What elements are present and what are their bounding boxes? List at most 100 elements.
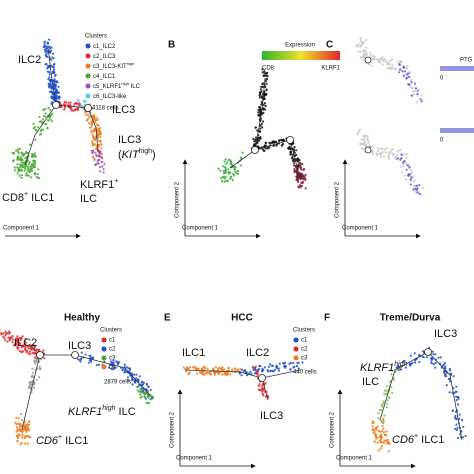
cell-dot	[250, 372, 253, 375]
cell-dot	[452, 375, 455, 378]
cell-dot	[29, 436, 32, 439]
cell-dot	[96, 136, 100, 140]
cell-dot	[382, 59, 385, 62]
cell-dot	[99, 133, 102, 136]
cell-dot	[280, 144, 284, 147]
cell-dot	[49, 49, 53, 52]
cell-dot	[15, 426, 19, 429]
cell-dot	[101, 157, 104, 160]
cell-dot	[91, 140, 94, 143]
cell-dot	[100, 147, 103, 150]
cell-dot	[274, 140, 278, 144]
cell-dot	[380, 437, 383, 441]
color-bar	[440, 66, 474, 71]
cell-dot	[91, 123, 94, 126]
cell-dot	[412, 188, 415, 191]
cell-dot	[386, 406, 389, 409]
cell-dot	[399, 68, 402, 71]
cell-dot	[42, 45, 45, 49]
cell-dot	[409, 178, 412, 181]
cell-dot	[26, 442, 29, 445]
cell-dot	[87, 114, 90, 117]
cell-dot	[390, 148, 393, 151]
cell-dot	[405, 168, 408, 171]
cell-dot	[24, 341, 27, 344]
cell-dot	[380, 420, 384, 423]
cell-dot	[44, 112, 47, 115]
cell-dot	[135, 377, 138, 380]
cell-count: 4118 cells	[92, 106, 119, 112]
cell-dot	[362, 147, 365, 151]
legend-entry: c1_ILC2	[93, 44, 116, 50]
cell-dot	[45, 52, 48, 55]
cell-dot	[30, 176, 33, 179]
cell-dot	[267, 365, 271, 368]
cell-dot	[369, 51, 372, 54]
label: KLRF1high	[360, 361, 408, 374]
cell-dot	[22, 428, 25, 431]
cell-dot	[87, 361, 90, 364]
label: ILC2	[246, 347, 269, 359]
cell-dot	[21, 159, 24, 162]
cell-dot	[414, 179, 417, 182]
cell-dot	[259, 106, 262, 109]
cell-dot	[6, 340, 9, 343]
cell-dot	[261, 82, 264, 86]
legend-title: Clusters	[100, 328, 122, 334]
cell-dot	[271, 364, 274, 367]
cell-dot	[264, 85, 267, 88]
cell-dot	[16, 148, 20, 151]
axis-label: Component 2	[175, 181, 181, 218]
cell-dot	[297, 160, 300, 163]
cell-dot	[405, 65, 409, 68]
cell-dot	[110, 367, 113, 370]
cell-dot	[100, 153, 103, 156]
cell-dot	[3, 337, 6, 340]
cell-dot	[27, 347, 30, 350]
cell-dot	[28, 428, 31, 431]
scale-label: 0	[440, 138, 444, 144]
axis-label: Component 1	[336, 456, 373, 462]
cell-dot	[234, 166, 237, 169]
cell-dot	[99, 170, 102, 173]
cell-dot	[453, 416, 457, 419]
cell-dot	[408, 173, 411, 176]
cell-dot	[149, 388, 152, 391]
cell-dot	[454, 427, 457, 430]
legend-swatch	[101, 346, 107, 352]
cell-dot	[222, 369, 225, 372]
cell-dot	[378, 60, 381, 63]
cell-dot	[16, 166, 19, 169]
cell-dot	[44, 50, 47, 53]
cell-dot	[229, 373, 232, 376]
cell-dot	[99, 166, 102, 169]
cell-dot	[229, 162, 232, 166]
cell-dot	[80, 351, 83, 354]
legend-swatch	[85, 63, 91, 69]
cell-dot	[383, 433, 386, 436]
cell-dot	[99, 150, 102, 153]
cell-dot	[448, 367, 451, 371]
cell-dot	[434, 353, 437, 356]
cell-dot	[271, 369, 274, 373]
cell-dot	[404, 70, 407, 73]
label: ILC3	[68, 340, 91, 352]
cell-dot	[45, 62, 48, 66]
cell-dot	[76, 358, 79, 361]
cell-dot	[187, 373, 190, 376]
cell-dot	[457, 403, 460, 406]
cell-dot	[33, 164, 36, 167]
cell-dot	[413, 93, 416, 96]
cell-dot	[57, 91, 61, 94]
cell-dot	[90, 149, 93, 152]
cell-dot	[391, 391, 394, 395]
cell-dot	[63, 108, 66, 111]
cell-dot	[217, 372, 220, 376]
cell-dot	[28, 170, 32, 173]
cell-dot	[455, 395, 458, 398]
cell-dot	[20, 174, 24, 177]
cell-dot	[92, 143, 95, 146]
cell-dot	[403, 160, 406, 163]
cell-dot	[265, 72, 268, 75]
cell-dot	[261, 384, 264, 388]
